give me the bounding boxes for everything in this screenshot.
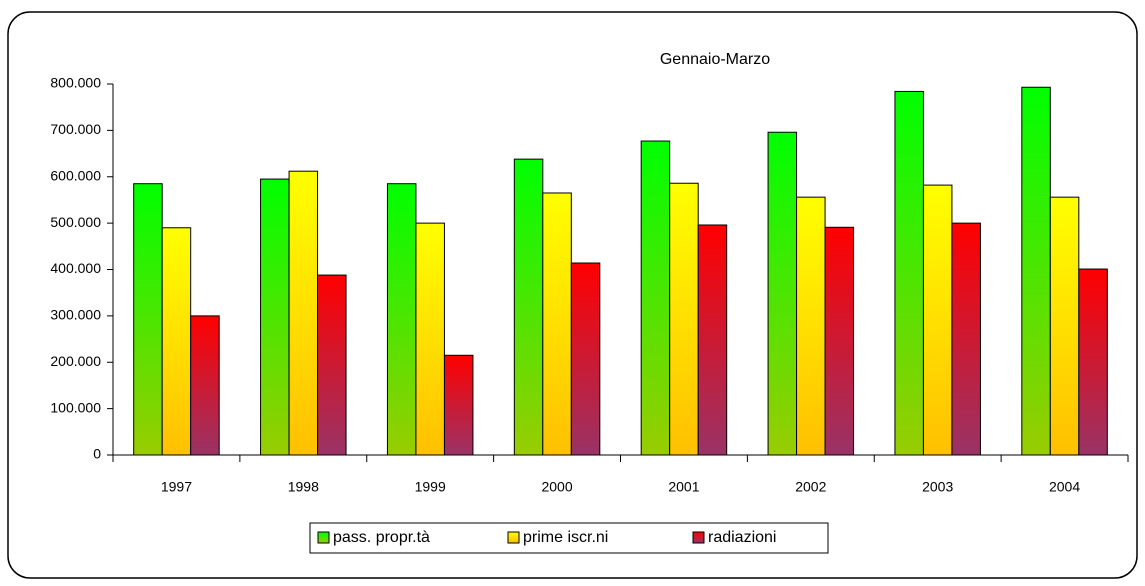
- chart-title: Gennaio-Marzo: [660, 51, 770, 68]
- y-tick-label: 300.000: [50, 307, 101, 323]
- bar: [570, 262, 601, 456]
- bar: [386, 183, 417, 456]
- legend-label: pass. propr.tà: [333, 529, 430, 546]
- bar: [317, 274, 347, 456]
- bar: [542, 192, 572, 456]
- x-tick-label: 2001: [668, 479, 699, 495]
- legend-box: [309, 522, 829, 554]
- legend-swatch: [507, 531, 520, 544]
- bar: [133, 183, 163, 456]
- x-tick-label: 2004: [1049, 479, 1080, 495]
- bar: [796, 196, 826, 456]
- bar: [951, 222, 981, 456]
- bar: [415, 222, 445, 456]
- legend-swatch: [317, 531, 330, 544]
- y-tick-label: 800.000: [50, 75, 101, 91]
- bar: [640, 140, 671, 456]
- bar: [443, 354, 474, 456]
- legend-label: prime iscr.ni: [523, 529, 608, 546]
- bar: [1049, 196, 1080, 456]
- bar: [260, 178, 290, 456]
- x-tick-label: 1997: [161, 479, 192, 495]
- legend-label: radiazioni: [708, 529, 776, 546]
- bar: [190, 315, 220, 456]
- bar: [1021, 86, 1051, 456]
- x-tick-label: 2002: [795, 479, 826, 495]
- bar: [922, 184, 953, 456]
- bar: [697, 224, 728, 456]
- y-tick-label: 600.000: [50, 167, 101, 183]
- bar: [824, 226, 855, 456]
- bar: [894, 90, 924, 456]
- y-tick-label: 0: [93, 446, 101, 462]
- y-tick-label: 100.000: [50, 399, 101, 415]
- x-tick-label: 1998: [288, 479, 319, 495]
- bar: [513, 158, 544, 456]
- bar: [1078, 268, 1108, 456]
- bar: [161, 227, 192, 456]
- bar: [767, 131, 798, 456]
- y-tick-label: 700.000: [50, 121, 101, 137]
- y-tick-label: 500.000: [50, 214, 101, 230]
- y-tick-label: 200.000: [50, 353, 101, 369]
- x-tick-label: 1999: [415, 479, 446, 495]
- y-tick-label: 400.000: [50, 260, 101, 276]
- bar: [669, 182, 699, 456]
- bar: [288, 170, 319, 456]
- x-tick-label: 2003: [922, 479, 953, 495]
- x-tick-label: 2000: [541, 479, 572, 495]
- legend-swatch: [692, 531, 705, 544]
